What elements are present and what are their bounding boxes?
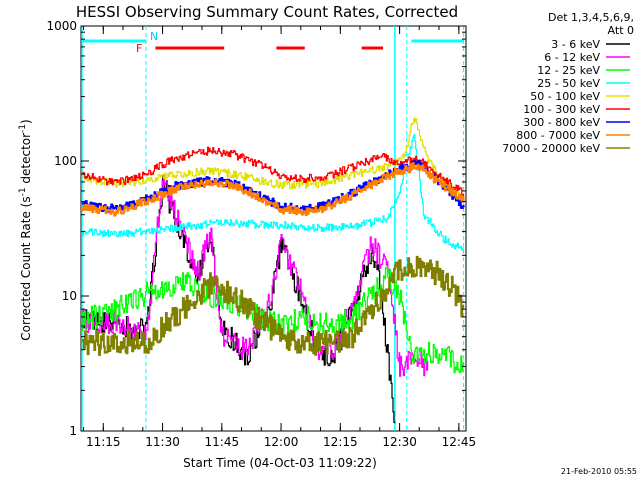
y-tick-label: 1000 <box>46 19 77 33</box>
legend-entry-label: 12 - 25 keV <box>537 64 600 77</box>
flare-marker-label: F <box>136 42 142 55</box>
series-line <box>81 174 429 377</box>
footer-timestamp: 21-Feb-2010 05:55 <box>561 467 637 476</box>
legend-entry-label: 300 - 800 keV <box>523 116 600 129</box>
legend-header-line1: Det 1,3,4,5,6,9, <box>548 11 634 24</box>
plot-frame <box>80 25 467 432</box>
x-tick-label: 12:00 <box>264 435 299 449</box>
legend-entry-label: 7000 - 20000 keV <box>502 142 600 155</box>
y-tick-label: 10 <box>62 289 77 303</box>
y-axis-label-part1: Corrected Count Rate (s <box>19 196 33 340</box>
y-tick-label: 100 <box>54 154 77 168</box>
legend-entry-label: 25 - 50 keV <box>537 77 600 90</box>
x-tick-label: 12:30 <box>382 435 417 449</box>
series-line <box>81 134 464 252</box>
x-tick-label: 11:45 <box>205 435 240 449</box>
x-tick-label: 12:45 <box>442 435 477 449</box>
y-axis-label-part2: detector <box>19 133 33 188</box>
series-line <box>81 266 465 374</box>
y-tick-label: 1 <box>69 424 77 438</box>
x-tick-label: 11:30 <box>145 435 180 449</box>
series-line <box>81 255 465 356</box>
x-tick-label: 11:15 <box>86 435 121 449</box>
series-line <box>81 162 465 217</box>
y-axis-label-sup1: -1 <box>18 187 28 196</box>
series-line <box>81 146 465 197</box>
x-axis-label: Start Time (04-Oct-03 11:09:22) <box>183 456 377 470</box>
legend-header-line2: Att 0 <box>608 24 634 37</box>
legend-entry-label: 100 - 300 keV <box>523 103 600 116</box>
series-line <box>81 117 464 198</box>
plot-area: FN <box>80 25 467 432</box>
chart-title: HESSI Observing Summary Count Rates, Cor… <box>76 3 458 21</box>
y-axis-label: Corrected Count Rate (s-1 detector-1) <box>18 119 33 340</box>
legend-entry-label: 50 - 100 keV <box>530 90 600 103</box>
x-axis: 11:15 11:30 11:45 12:00 12:15 12:30 12:45 <box>83 26 477 449</box>
night-marker-label: N <box>150 30 158 43</box>
legend-entry-label: 3 - 6 keV <box>551 38 600 51</box>
legend-entry-label: 6 - 12 keV <box>544 51 600 64</box>
x-tick-label: 12:15 <box>323 435 358 449</box>
y-axis-label-sup2: -1 <box>18 124 28 133</box>
legend-entry-label: 800 - 7000 keV <box>516 129 600 142</box>
y-axis-label-part3: ) <box>19 119 33 124</box>
